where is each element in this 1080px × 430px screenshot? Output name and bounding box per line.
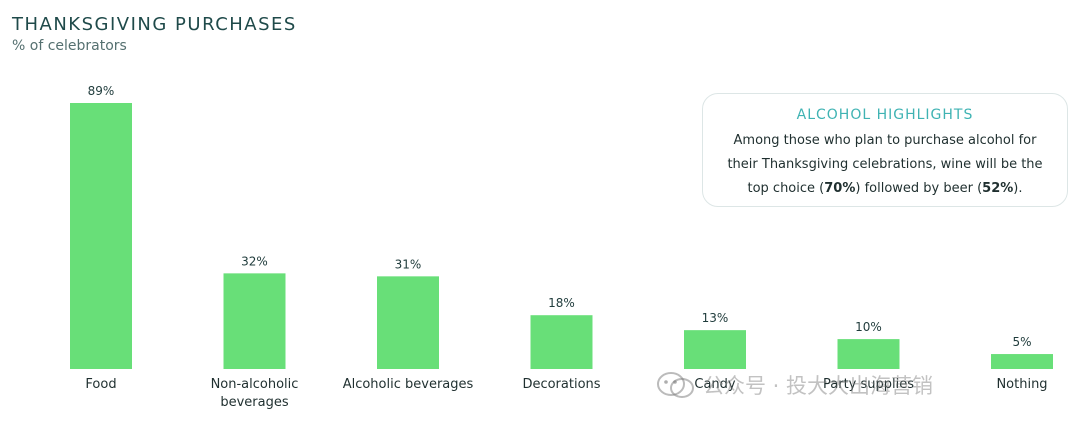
watermark-text: 公众号 · 投大大出海营销 [703,374,934,398]
chart-subtitle: % of celebrators [12,38,127,54]
callout-text: Among those who plan to purchase alcohol… [721,129,1049,201]
bar-candy [684,330,746,369]
wine-percent: 70% [824,181,856,196]
callout-title: ALCOHOL HIGHLIGHTS [796,107,974,123]
bar-party-supplies [837,339,900,369]
category-label: Alcoholic beverages [343,377,474,392]
callout-text-part-2: ) followed by beer ( [855,181,983,196]
bar-non-alcoholic-beverages [223,273,286,369]
value-label: 32% [241,254,268,268]
category-label: Nothing [996,377,1047,392]
bar-food [70,103,132,369]
category-label: Food [85,377,116,392]
bar-nothing [991,354,1053,369]
category-label: Decorations [522,377,600,392]
value-label: 5% [1012,335,1031,349]
category-label: Party supplies [823,377,914,392]
alcohol-highlights-callout: ALCOHOL HIGHLIGHTS Among those who plan … [702,93,1068,207]
category-label: Non-alcoholic [211,377,299,392]
watermark: 公众号 · 投大大出海营销 [655,370,933,400]
chart-title: THANKSGIVING PURCHASES [12,14,297,35]
callout-text-part-1: Among those who plan to purchase alcohol… [727,133,1043,196]
value-label: 13% [702,311,729,325]
value-label: 18% [548,296,575,310]
callout-text-part-3: ). [1013,181,1023,196]
value-label: 31% [395,257,422,271]
value-label: 89% [88,84,115,98]
category-label: beverages [220,395,289,410]
wechat-icon [657,372,694,398]
bar-alcoholic-beverages [377,276,439,369]
category-label: Candy [694,377,736,392]
beer-percent: 52% [982,181,1014,196]
bar-decorations [530,315,593,369]
value-label: 10% [855,320,882,334]
